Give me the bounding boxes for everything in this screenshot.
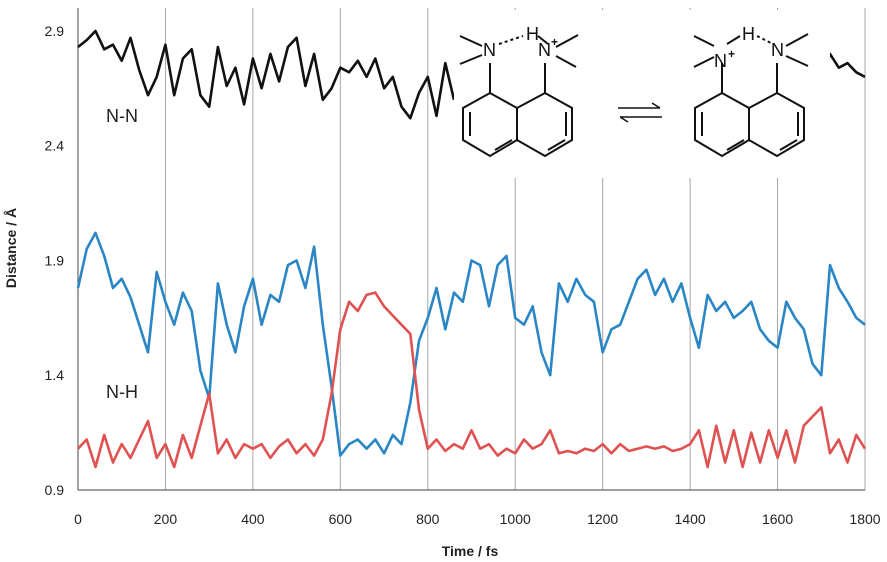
y-tick-label: 2.4 [45, 138, 65, 154]
right-n2-methyl-a [785, 33, 809, 47]
series-line-0-0 [77, 29, 456, 120]
left-h-symbol: H [526, 24, 539, 44]
left-n2-methyl-a [555, 34, 579, 48]
proton-transfer-scheme: N H N + N + H N [454, 10, 830, 178]
right-inner-bond-4 [779, 139, 798, 151]
axes [77, 8, 865, 491]
left-n1-methyl-a [459, 35, 483, 47]
right-n2-methyl-b [785, 55, 809, 67]
series-line-1-0 [76, 231, 866, 457]
left-hbond-dashes [498, 35, 524, 45]
left-nh-bond [537, 35, 549, 45]
left-naphthalene-ring-b [516, 91, 573, 158]
left-n2-methyl-b [555, 55, 577, 68]
x-tick-label: 1400 [675, 511, 706, 527]
y-tick-label: 2.9 [45, 23, 65, 39]
right-n1-symbol: N [714, 51, 727, 71]
left-molecule [459, 34, 579, 158]
right-nh-bond [726, 35, 741, 45]
right-n2-symbol: N [771, 40, 784, 60]
x-tick-label: 1800 [849, 511, 880, 527]
reverse-arrow [619, 116, 662, 123]
series-line-2-0 [77, 291, 867, 469]
x-tick-label: 400 [241, 511, 265, 527]
x-tick-label: 0 [74, 511, 82, 527]
nh-series-label: N-H [106, 382, 138, 402]
left-inner-bond-2 [494, 139, 513, 151]
left-inner-bond-4 [547, 139, 566, 151]
x-axis-title: Time / fs [442, 543, 499, 559]
y-tick-label: 0.9 [45, 482, 65, 498]
left-n1-methyl-b [459, 54, 483, 65]
right-n1-charge: + [728, 47, 735, 61]
left-n1-symbol: N [483, 40, 496, 60]
right-naphthalene-ring-b [748, 91, 805, 158]
x-tick-label: 1600 [762, 511, 793, 527]
right-hbond-dashes [756, 35, 774, 45]
x-tick-label: 600 [329, 511, 353, 527]
right-n1-methyl-a [693, 35, 715, 47]
forward-arrow [618, 102, 661, 109]
x-tick-label: 1000 [500, 511, 531, 527]
equilibrium-arrows [618, 102, 662, 123]
left-n2-charge: + [551, 35, 558, 49]
y-axis-title: Distance / Å [3, 208, 19, 288]
nn-series-label: N-N [106, 106, 138, 126]
right-h-symbol: H [742, 24, 755, 44]
series-layer [76, 29, 867, 469]
right-inner-bond-2 [726, 139, 745, 151]
y-tick-label: 1.4 [45, 367, 65, 383]
x-tick-label: 1200 [587, 511, 618, 527]
x-tick-label: 200 [154, 511, 178, 527]
x-tick-label: 800 [416, 511, 440, 527]
right-molecule [693, 33, 809, 158]
y-tick-label: 1.9 [45, 252, 65, 268]
tick-labels: 0 200 400 600 800 1000 1200 1400 1600 1800 0.9 1.4 1… [45, 23, 881, 527]
right-n1-methyl-b [693, 56, 715, 68]
left-n2-symbol: N [538, 40, 551, 60]
